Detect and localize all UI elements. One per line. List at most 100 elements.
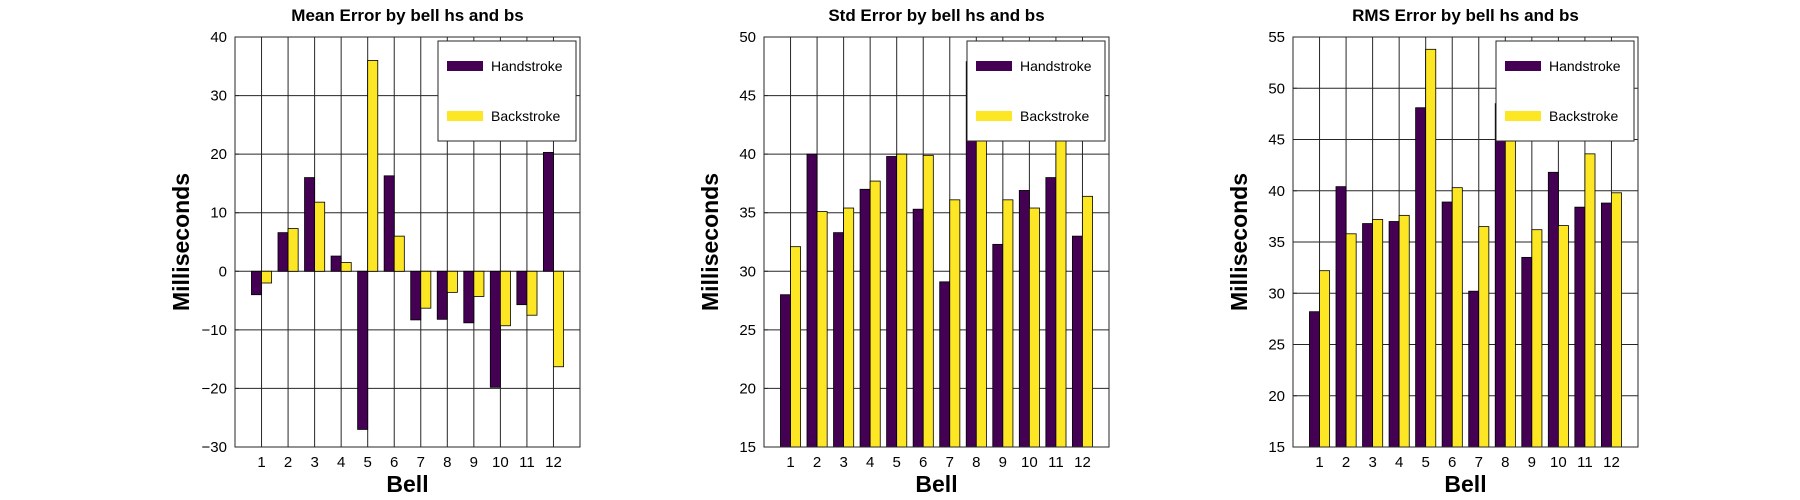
bar-handstroke — [304, 177, 316, 272]
bar-handstroke — [1071, 235, 1083, 448]
bar-backstroke — [922, 154, 934, 448]
bar-handstroke — [1388, 221, 1400, 448]
x-tick-label: 10 — [1021, 454, 1038, 471]
bar-handstroke — [357, 270, 369, 430]
legend: Handstroke Backstroke — [966, 40, 1106, 142]
bar-backstroke — [261, 270, 273, 284]
chart-title: Std Error by bell hs and bs — [828, 6, 1044, 25]
legend-label: Backstroke — [1020, 108, 1089, 124]
y-tick-label: 20 — [210, 146, 227, 163]
bar-handstroke — [912, 208, 924, 448]
bar-handstroke — [516, 270, 528, 306]
bar-handstroke — [1574, 206, 1586, 448]
y-tick-label: 0 — [219, 263, 227, 280]
y-tick-label: 30 — [739, 263, 756, 280]
bar-backstroke — [843, 207, 855, 448]
legend: Handstroke Backstroke — [437, 40, 577, 142]
bar-backstroke — [869, 180, 881, 448]
chart-title: Mean Error by bell hs and bs — [291, 6, 523, 25]
bar-backstroke — [1398, 214, 1410, 448]
y-tick-label: 50 — [1268, 80, 1285, 97]
legend-label: Handstroke — [1549, 58, 1621, 74]
x-tick-label: 2 — [1342, 454, 1350, 471]
x-axis-label: Bell — [1444, 471, 1486, 497]
x-tick-label: 4 — [337, 454, 345, 471]
bar-handstroke — [1045, 177, 1057, 448]
legend-box — [1495, 40, 1635, 142]
legend-swatch-backstroke — [976, 111, 1012, 121]
bar-backstroke — [526, 270, 538, 316]
x-tick-label: 2 — [284, 454, 292, 471]
bar-handstroke — [992, 243, 1004, 448]
y-tick-label: 20 — [1268, 388, 1285, 405]
x-tick-label: 1 — [786, 454, 794, 471]
y-tick-label: 10 — [210, 205, 227, 222]
y-tick-label: 25 — [1268, 337, 1285, 354]
x-tick-label: 9 — [1528, 454, 1536, 471]
x-tick-label: 1 — [257, 454, 265, 471]
legend-label: Backstroke — [1549, 108, 1618, 124]
bar-backstroke — [314, 201, 326, 272]
bar-handstroke — [780, 294, 791, 448]
y-tick-label: 40 — [210, 29, 227, 46]
bar-handstroke — [277, 232, 289, 272]
y-axis-label: Milliseconds — [697, 173, 723, 311]
x-tick-label: 8 — [972, 454, 980, 471]
y-tick-label: 30 — [1268, 285, 1285, 302]
axes-box — [763, 36, 1110, 448]
chart-title: RMS Error by bell hs and bs — [1352, 6, 1579, 25]
bar-backstroke — [1611, 192, 1622, 448]
x-tick-label: 8 — [443, 454, 451, 471]
bar-handstroke — [1547, 171, 1559, 448]
y-tick-label: 45 — [739, 88, 756, 105]
legend-box — [437, 40, 577, 142]
bar-backstroke — [1082, 195, 1093, 448]
x-tick-label: 1 — [1315, 454, 1323, 471]
bar-handstroke — [833, 232, 845, 448]
bar-backstroke — [473, 270, 485, 297]
legend-label: Handstroke — [1020, 58, 1092, 74]
bar-handstroke — [886, 156, 898, 448]
legend-box — [966, 40, 1106, 142]
x-tick-label: 11 — [1048, 454, 1064, 471]
bar-handstroke — [1309, 311, 1320, 448]
bar-handstroke — [1521, 256, 1533, 448]
y-tick-label: 15 — [739, 439, 756, 456]
bar-backstroke — [1002, 199, 1014, 448]
bar-backstroke — [1504, 103, 1516, 448]
bar-backstroke — [1451, 187, 1463, 448]
x-tick-label: 7 — [1475, 454, 1483, 471]
legend-swatch-backstroke — [447, 111, 483, 121]
legend-label: Handstroke — [491, 58, 563, 74]
y-tick-label: −30 — [202, 439, 227, 456]
x-tick-label: 9 — [999, 454, 1007, 471]
bar-backstroke — [1028, 207, 1040, 448]
bar-backstroke — [1345, 233, 1357, 448]
y-tick-label: 35 — [1268, 234, 1285, 251]
x-tick-label: 11 — [1577, 454, 1593, 471]
x-tick-label: 7 — [946, 454, 954, 471]
y-tick-label: −10 — [202, 322, 227, 339]
bar-handstroke — [1441, 201, 1453, 448]
bar-backstroke — [1425, 48, 1437, 448]
bar-backstroke — [1372, 219, 1384, 448]
bar-backstroke — [553, 270, 564, 368]
bar-handstroke — [436, 270, 448, 320]
legend-swatch-handstroke — [976, 61, 1012, 71]
axes-box — [234, 36, 581, 448]
x-tick-label: 9 — [470, 454, 478, 471]
bar-handstroke — [463, 270, 475, 324]
x-tick-label: 12 — [1603, 454, 1620, 471]
bar-backstroke — [896, 153, 908, 448]
y-axis-label: Milliseconds — [168, 173, 194, 311]
legend-swatch-handstroke — [1505, 61, 1541, 71]
bar-backstroke — [1531, 229, 1543, 448]
bar-handstroke — [1468, 290, 1480, 448]
bar-backstroke — [420, 270, 432, 309]
bar-backstroke — [287, 228, 299, 272]
y-tick-label: 50 — [739, 29, 756, 46]
x-tick-label: 4 — [866, 454, 874, 471]
